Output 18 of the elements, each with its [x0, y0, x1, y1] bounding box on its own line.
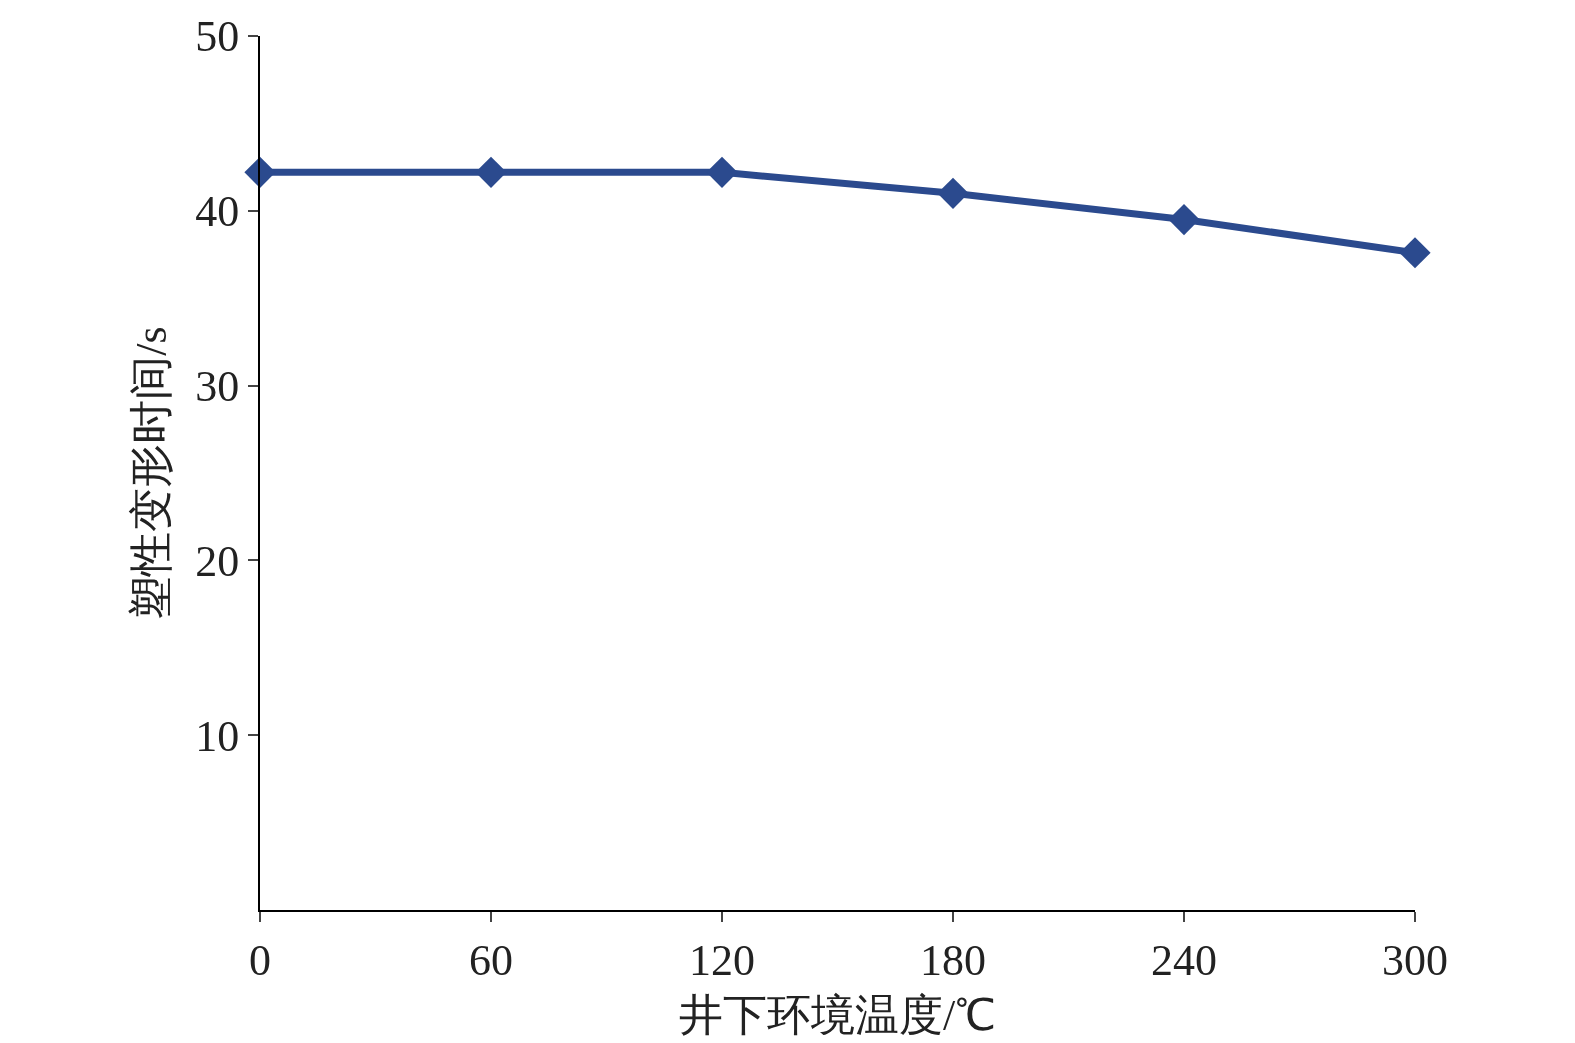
y-tick-label: 40: [195, 187, 240, 237]
y-axis-title: 塑性变形时间/s: [126, 326, 176, 620]
x-tick-label: 60: [469, 935, 513, 985]
point: [1399, 237, 1431, 269]
point: [937, 177, 969, 209]
point: [706, 156, 738, 188]
y-tick-label: 20: [195, 536, 240, 586]
x-tick-label: 180: [920, 935, 986, 985]
x-tick-label: 0: [249, 935, 271, 985]
point: [1168, 203, 1200, 236]
x-tick-label: 240: [1151, 935, 1217, 985]
y-tick-label: 10: [195, 711, 240, 761]
point: [475, 156, 507, 188]
x-axis-title: 井下环境温度/℃: [678, 990, 997, 1040]
x-tick-label: 120: [689, 935, 755, 985]
y-tick-label: 30: [195, 362, 240, 411]
y-tick-label: 50: [195, 12, 240, 62]
x-tick-label: 300: [1382, 935, 1448, 985]
